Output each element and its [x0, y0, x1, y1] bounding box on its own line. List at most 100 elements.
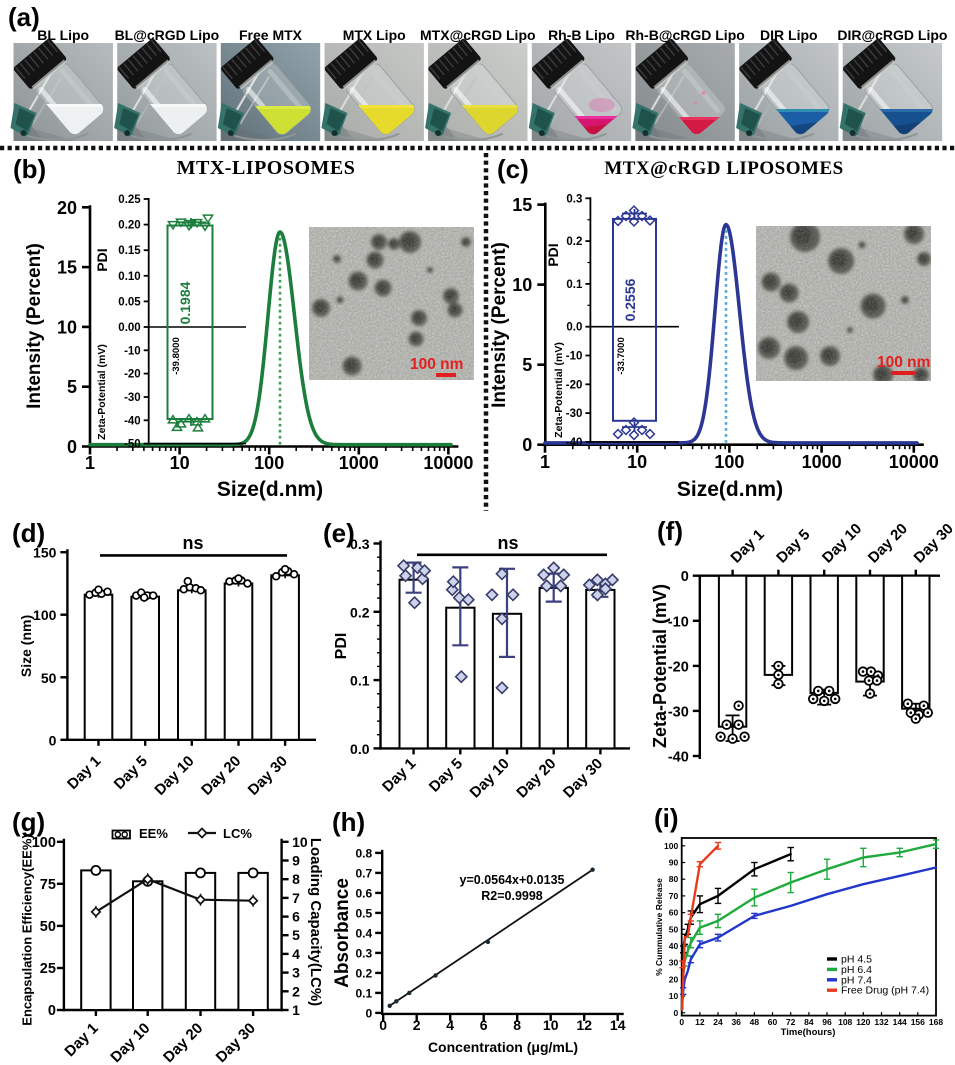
svg-text:PDI: PDI	[545, 243, 561, 266]
svg-text:(c): (c)	[497, 154, 529, 184]
svg-text:DIR@cRGD Lipo: DIR@cRGD Lipo	[837, 27, 947, 43]
svg-text:100: 100	[32, 835, 56, 851]
svg-text:R2=0.9998: R2=0.9998	[481, 889, 543, 903]
svg-text:-10: -10	[124, 345, 141, 357]
svg-text:0: 0	[522, 435, 532, 455]
svg-text:0.0: 0.0	[566, 322, 582, 334]
svg-text:pH 7.4: pH 7.4	[841, 974, 872, 986]
svg-text:100: 100	[254, 453, 284, 473]
svg-text:Loading Capacity(LC%): Loading Capacity(LC%)	[307, 838, 324, 1006]
svg-text:% Cummulative Release: % Cummulative Release	[654, 878, 664, 976]
svg-text:50: 50	[41, 670, 57, 686]
svg-text:48: 48	[750, 1017, 760, 1027]
svg-text:0: 0	[379, 1017, 387, 1033]
svg-text:10: 10	[292, 834, 308, 850]
svg-text:6: 6	[480, 1017, 488, 1033]
svg-text:8: 8	[292, 871, 300, 887]
svg-text:10000: 10000	[889, 452, 939, 472]
svg-text:0.8: 0.8	[356, 846, 373, 860]
svg-text:100 nm: 100 nm	[877, 354, 930, 371]
svg-text:PDI: PDI	[333, 633, 350, 660]
svg-text:10: 10	[170, 453, 190, 473]
svg-text:70: 70	[669, 891, 679, 901]
svg-text:36: 36	[731, 1017, 741, 1027]
svg-text:0: 0	[67, 437, 77, 457]
svg-text:0: 0	[366, 1006, 373, 1020]
svg-text:0.05: 0.05	[118, 296, 141, 308]
svg-text:Intensity (Percent): Intensity (Percent)	[489, 242, 510, 408]
svg-text:BL Lipo: BL Lipo	[37, 27, 89, 43]
svg-text:0: 0	[49, 732, 57, 748]
svg-text:0.25: 0.25	[118, 194, 141, 206]
svg-text:4: 4	[446, 1017, 454, 1033]
svg-text:Free MTX: Free MTX	[239, 27, 303, 43]
svg-text:PDI: PDI	[94, 248, 110, 271]
svg-text:14: 14	[610, 1017, 626, 1033]
svg-text:(i): (i)	[654, 803, 679, 833]
svg-text:-50: -50	[124, 439, 141, 451]
svg-text:156: 156	[911, 1017, 925, 1027]
svg-text:30: 30	[669, 958, 679, 968]
svg-text:168: 168	[929, 1017, 943, 1027]
svg-text:9: 9	[292, 853, 300, 869]
svg-text:Time(hours): Time(hours)	[781, 1027, 836, 1038]
svg-text:Encapsulation Efficiency(EE%): Encapsulation Efficiency(EE%)	[20, 834, 35, 1025]
svg-text:40: 40	[669, 941, 679, 951]
svg-text:0: 0	[673, 1008, 678, 1018]
svg-text:0.3: 0.3	[356, 946, 373, 960]
svg-text:Size(d.nm): Size(d.nm)	[217, 478, 323, 501]
svg-text:3: 3	[292, 965, 300, 981]
svg-text:EE%: EE%	[139, 826, 168, 841]
svg-text:BL@cRGD Lipo: BL@cRGD Lipo	[115, 27, 220, 43]
svg-text:20: 20	[669, 974, 679, 984]
svg-text:Size(d.nm): Size(d.nm)	[677, 478, 783, 501]
svg-text:-39.8000: -39.8000	[171, 337, 182, 375]
svg-text:5: 5	[522, 355, 532, 375]
svg-text:2: 2	[413, 1017, 421, 1033]
svg-text:(b): (b)	[13, 154, 46, 184]
svg-text:0.0: 0.0	[350, 741, 370, 757]
svg-text:1: 1	[85, 453, 95, 473]
svg-text:100 nm: 100 nm	[410, 356, 463, 373]
svg-text:ns: ns	[497, 533, 518, 553]
svg-text:108: 108	[838, 1017, 852, 1027]
svg-text:-40: -40	[566, 437, 583, 449]
svg-text:0.10: 0.10	[118, 271, 140, 283]
svg-text:Zeta-Potential (mV): Zeta-Potential (mV)	[553, 342, 565, 438]
svg-text:10: 10	[512, 275, 532, 295]
svg-text:2: 2	[292, 983, 300, 999]
svg-text:60: 60	[768, 1017, 778, 1027]
svg-text:75: 75	[40, 877, 56, 893]
svg-text:50: 50	[669, 924, 679, 934]
svg-text:60: 60	[669, 908, 679, 918]
svg-text:-20: -20	[668, 659, 689, 675]
svg-text:0.2: 0.2	[350, 604, 370, 620]
svg-text:7: 7	[292, 890, 300, 906]
svg-text:1: 1	[292, 1002, 300, 1018]
svg-text:10: 10	[543, 1017, 559, 1033]
svg-text:100: 100	[33, 607, 57, 623]
svg-text:84: 84	[804, 1017, 814, 1027]
svg-text:8: 8	[513, 1017, 521, 1033]
svg-text:0.1: 0.1	[350, 673, 370, 689]
svg-text:Size (nm): Size (nm)	[18, 615, 34, 677]
svg-text:0.3: 0.3	[350, 536, 370, 552]
svg-text:MTX Lipo: MTX Lipo	[343, 27, 406, 43]
svg-text:0: 0	[48, 1003, 56, 1019]
svg-text:1: 1	[540, 452, 550, 472]
svg-text:100: 100	[714, 452, 744, 472]
svg-text:120: 120	[856, 1017, 870, 1027]
svg-text:80: 80	[669, 874, 679, 884]
svg-text:4: 4	[292, 946, 300, 962]
svg-text:0.1: 0.1	[356, 986, 373, 1000]
svg-text:MTX-LIPOSOMES: MTX-LIPOSOMES	[177, 157, 356, 179]
svg-text:10: 10	[57, 317, 77, 337]
svg-text:72: 72	[786, 1017, 796, 1027]
svg-text:0.15: 0.15	[118, 245, 141, 257]
svg-text:0.00: 0.00	[118, 322, 140, 334]
svg-text:96: 96	[822, 1017, 832, 1027]
svg-text:50: 50	[40, 919, 56, 935]
svg-text:Zeta-Potential (mV): Zeta-Potential (mV)	[650, 584, 670, 748]
svg-text:pH 6.4: pH 6.4	[841, 964, 872, 976]
svg-text:-20: -20	[124, 369, 141, 381]
